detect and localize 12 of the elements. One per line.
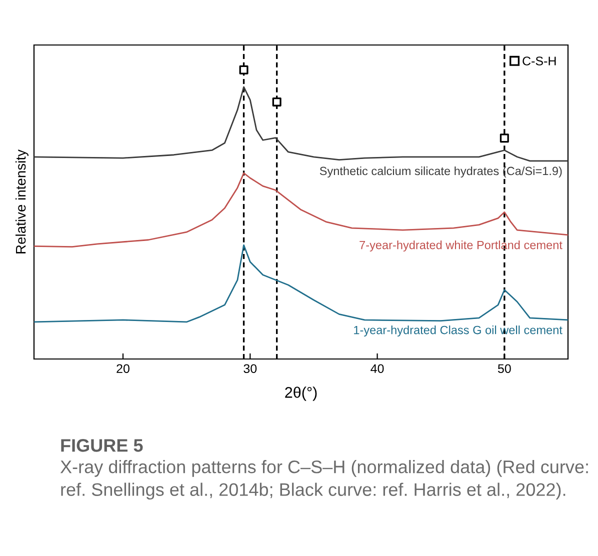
x-axis-title: 2θ(°) — [285, 386, 317, 401]
text: X-ray diffraction patterns for C–S–H (normalized data) (Red curve: ref. Snellings et al., 2014b; Black curve: ref. Harris et al., 2022). — [60, 460, 588, 500]
x-tick-label: 30 — [244, 364, 257, 374]
y-axis-title: Relative intensity — [15, 150, 28, 254]
series-label: Synthetic calcium silicate hydrates (Ca/Si=1.9) — [320, 166, 562, 178]
legend-label: C-S-H — [522, 56, 556, 66]
x-tick-label: 20 — [116, 364, 130, 374]
caption: FIGURE 5 — [61, 439, 143, 452]
x-tick-label: 40 — [370, 364, 384, 374]
series-label: 1-year-hydrated Class G oil well cement — [354, 326, 562, 337]
x-tick-label: 50 — [498, 364, 511, 374]
series-label: 7-year-hydrated white Portland cement — [360, 240, 562, 252]
